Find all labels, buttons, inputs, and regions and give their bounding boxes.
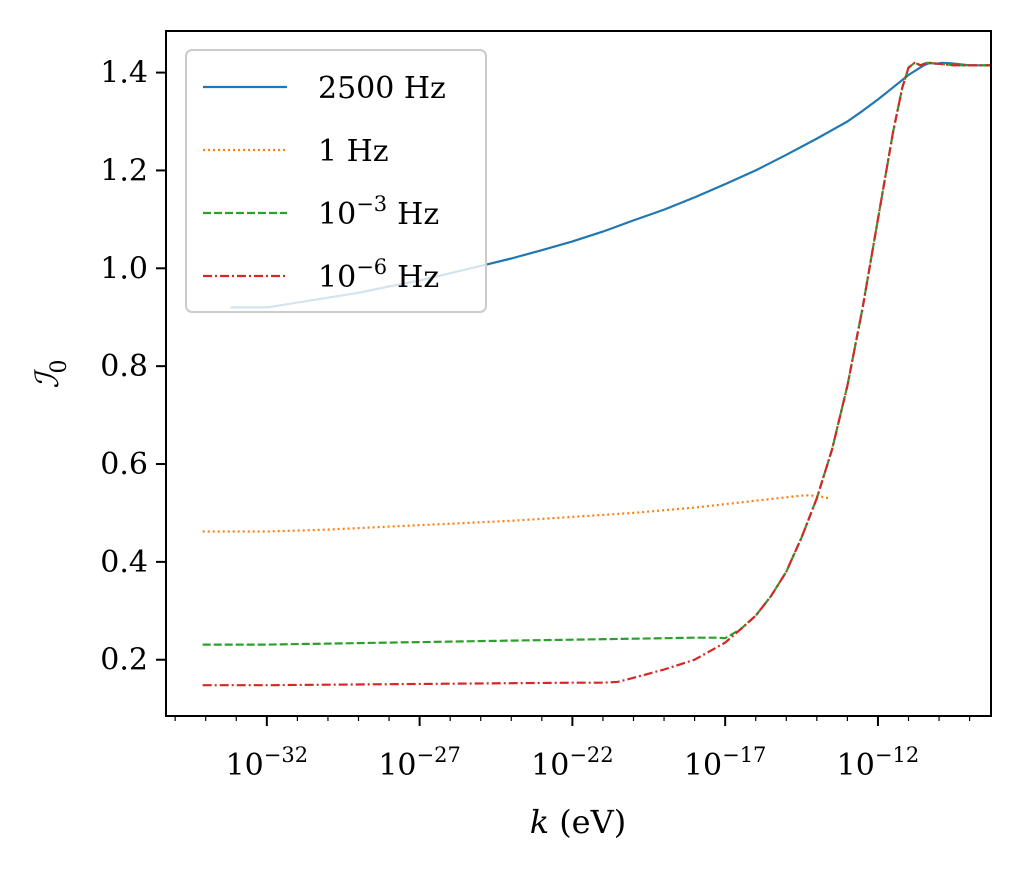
legend-label-exp: −6: [356, 255, 387, 279]
y-axis-label: ℐ0: [28, 359, 72, 388]
series-line-3: [202, 61, 991, 687]
x-tick-label: 10−12: [837, 743, 920, 783]
y-tick-label: 0.4: [100, 545, 148, 580]
x-tick-label: 10−17: [684, 743, 767, 783]
legend-label-2: 10−3 Hz: [318, 192, 439, 232]
x-tick-label-base: 10: [837, 748, 875, 783]
legend-box: [185, 49, 487, 313]
y-tick-label: 1.0: [100, 251, 148, 286]
x-tick-label-exp: −27: [417, 743, 461, 767]
x-tick-label-exp: −12: [875, 743, 919, 767]
legend-label-unit: Hz: [397, 197, 439, 232]
y-axis-label-symbol: ℐ: [28, 369, 66, 389]
x-axis-label: k (eV): [530, 803, 626, 841]
x-tick-label-base: 10: [226, 748, 264, 783]
x-tick-label: 10−32: [226, 743, 309, 783]
legend-label-1: 1 Hz: [318, 134, 389, 169]
series-line-2: [202, 61, 991, 646]
legend-label-exp: −3: [356, 192, 387, 216]
y-tick-label: 0.2: [100, 643, 148, 678]
y-tick-label: 1.4: [100, 56, 148, 91]
x-tick-label: 10−22: [531, 743, 614, 783]
x-axis: 10−32 10−27 10−22 10−17 10−12: [174, 716, 971, 783]
x-tick-label-exp: −22: [569, 743, 613, 767]
legend-label-main: 10: [318, 197, 356, 232]
x-axis-label-var: k: [530, 803, 549, 841]
x-tick-label-base: 10: [378, 748, 416, 783]
y-tick-label: 0.6: [100, 447, 148, 482]
legend-label-main: 1 Hz: [318, 134, 389, 169]
legend-label-main: 10: [318, 260, 356, 295]
legend-label-main: 2500 Hz: [318, 71, 446, 106]
x-axis-label-unit: (eV): [559, 803, 626, 841]
series-line-1: [202, 494, 830, 533]
y-axis-label-sub: 0: [47, 359, 72, 373]
y-tick-label: 0.8: [100, 349, 148, 384]
legend-label-unit: Hz: [397, 260, 439, 295]
x-tick-label-base: 10: [684, 748, 722, 783]
x-tick-label-exp: −32: [264, 743, 308, 767]
legend-label-3: 10−6 Hz: [318, 255, 439, 295]
x-tick-label: 10−27: [378, 743, 461, 783]
x-tick-label-base: 10: [531, 748, 569, 783]
y-axis: 0.2 0.4 0.6 0.8 1.0 1.2 1.4: [100, 56, 166, 678]
y-tick-label: 1.2: [100, 153, 148, 188]
legend-label-0: 2500 Hz: [318, 71, 446, 106]
plot-frame: [165, 30, 992, 717]
x-tick-label-exp: −17: [722, 743, 766, 767]
